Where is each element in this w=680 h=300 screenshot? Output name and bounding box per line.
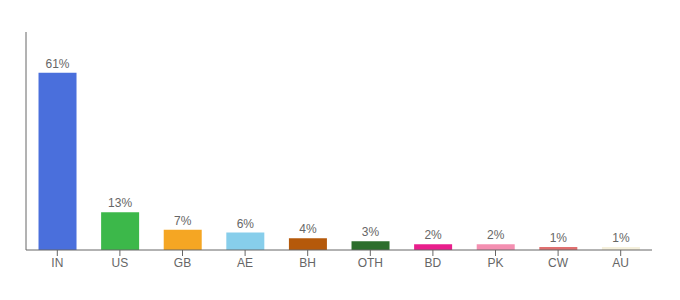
svg-text:BH: BH [299, 256, 316, 270]
svg-text:1%: 1% [550, 231, 568, 245]
svg-text:13%: 13% [108, 196, 132, 210]
svg-text:61%: 61% [46, 57, 70, 71]
svg-text:2%: 2% [424, 228, 442, 242]
svg-text:US: US [112, 256, 129, 270]
svg-text:7%: 7% [174, 214, 192, 228]
svg-text:2%: 2% [487, 228, 505, 242]
svg-text:OTH: OTH [358, 256, 383, 270]
svg-text:AE: AE [237, 256, 253, 270]
svg-text:PK: PK [487, 256, 503, 270]
svg-text:1%: 1% [612, 231, 630, 245]
svg-text:AU: AU [612, 256, 629, 270]
svg-text:IN: IN [51, 256, 63, 270]
svg-text:CW: CW [548, 256, 569, 270]
svg-text:6%: 6% [237, 217, 255, 231]
svg-text:4%: 4% [299, 222, 317, 236]
svg-text:3%: 3% [362, 225, 380, 239]
svg-text:GB: GB [174, 256, 191, 270]
svg-text:BD: BD [425, 256, 442, 270]
